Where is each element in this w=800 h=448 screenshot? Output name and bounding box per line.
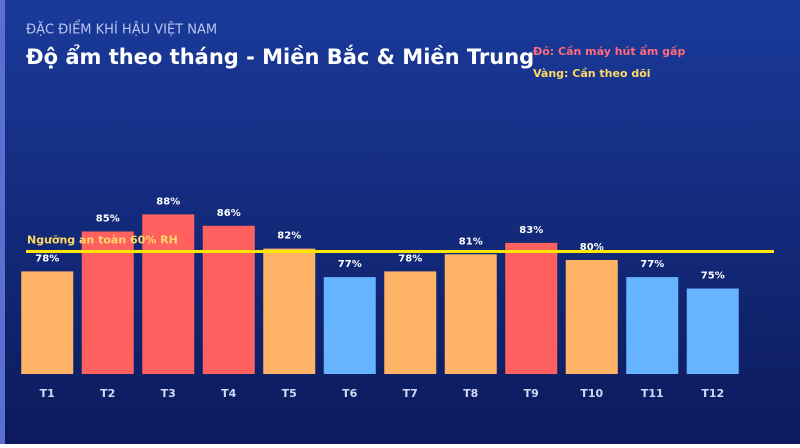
bar <box>686 288 739 374</box>
value-label: 78% <box>35 253 59 264</box>
x-tick-label: T7 <box>403 387 418 400</box>
value-label: 75% <box>701 271 725 282</box>
bar <box>202 225 255 374</box>
x-tick-label: T9 <box>524 387 539 400</box>
legend-note: Vàng: Cần theo dõi <box>533 67 651 80</box>
bar <box>565 260 618 374</box>
x-tick-label: T11 <box>641 387 664 400</box>
value-label: 80% <box>580 242 604 253</box>
x-tick-label: T2 <box>100 387 115 400</box>
value-label: 88% <box>156 196 180 207</box>
value-label: 82% <box>277 231 301 242</box>
x-tick-label: T10 <box>580 387 603 400</box>
value-label: 77% <box>338 259 362 270</box>
value-label: 86% <box>217 208 241 219</box>
bar <box>626 277 679 374</box>
x-tick-label: T6 <box>342 387 358 400</box>
value-label: 77% <box>640 259 664 270</box>
x-tick-label: T5 <box>282 387 297 400</box>
bar <box>21 271 74 374</box>
x-tick-label: T4 <box>221 387 237 400</box>
bar <box>263 248 316 374</box>
bar <box>444 254 497 374</box>
subtitle: ĐẶC ĐIỂM KHÍ HẬU VIỆT NAM <box>26 21 217 38</box>
value-label: 85% <box>96 214 120 225</box>
x-tick-label: T12 <box>701 387 724 400</box>
bar <box>323 277 376 374</box>
chart-title: Độ ẩm theo tháng - Miền Bắc & Miền Trung <box>26 44 534 69</box>
value-label: 83% <box>519 225 543 236</box>
legend-note: Đỏ: Cần máy hút ẩm gấp <box>533 45 685 58</box>
value-label: 78% <box>398 253 422 264</box>
value-label: 81% <box>459 236 483 247</box>
bar <box>142 214 195 374</box>
x-tick-label: T8 <box>463 387 478 400</box>
bar <box>505 242 558 374</box>
bar <box>81 231 134 374</box>
threshold-label: Ngưỡng an toàn 60% RH <box>27 233 178 246</box>
bar <box>384 271 437 374</box>
x-tick-label: T3 <box>161 387 176 400</box>
left-edge <box>0 0 5 444</box>
x-tick-label: T1 <box>40 387 55 400</box>
